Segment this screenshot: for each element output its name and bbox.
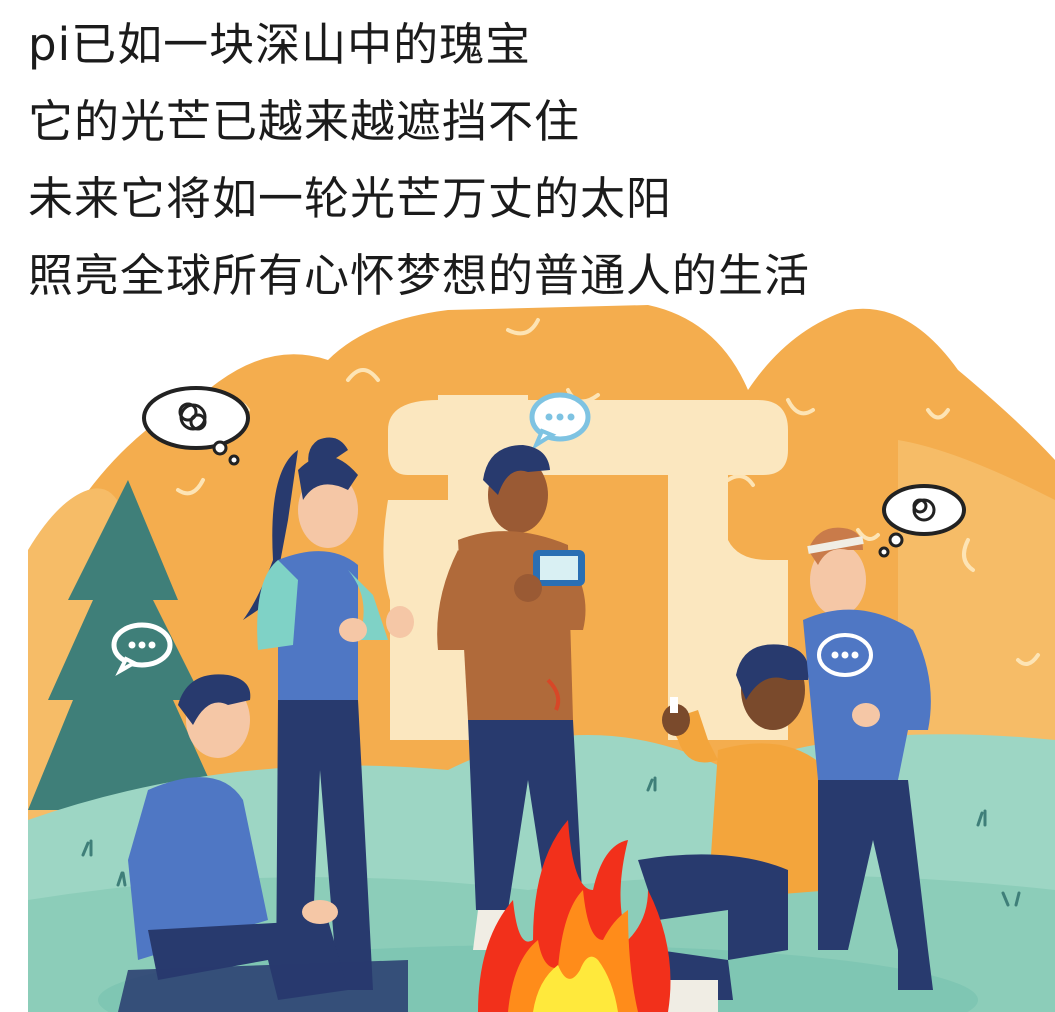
person-woman-standing [243, 437, 414, 990]
caption-block: pi已如一块深山中的瑰宝 它的光芒已越来越遮挡不住 未来它将如一轮光芒万丈的太阳… [28, 6, 1028, 314]
thought-bubble-right-icon [878, 484, 966, 558]
person-man-seated-left [118, 674, 408, 1012]
campfire-illustration [28, 300, 1055, 1012]
chat-bubble-tree-icon [111, 622, 173, 677]
chat-bubble-icon [529, 392, 591, 451]
campfire-icon [478, 678, 671, 1012]
caption-line-1: pi已如一块深山中的瑰宝 [28, 18, 532, 71]
chat-bubble-sweater-icon [817, 633, 873, 677]
phone-icon [533, 550, 585, 586]
caption-line-3: 未来它将如一轮光芒万丈的太阳 [28, 172, 673, 225]
person-man-standing-right [803, 527, 933, 990]
thought-bubble-left-icon [142, 386, 250, 466]
person-man-center [437, 445, 586, 950]
caption-line-2: 它的光芒已越来越遮挡不住 [28, 95, 581, 148]
caption-line-4: 照亮全球所有心怀梦想的普通人的生活 [28, 249, 811, 302]
person-man-seated-right [638, 644, 833, 1012]
